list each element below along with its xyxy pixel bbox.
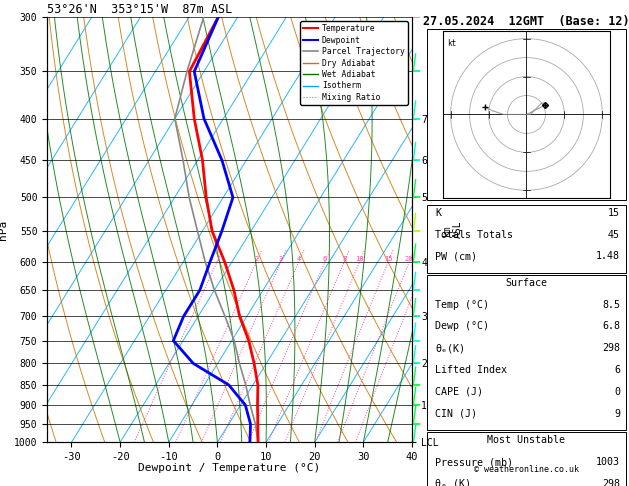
Text: 15: 15 <box>608 208 620 218</box>
Y-axis label: hPa: hPa <box>0 220 8 240</box>
Text: 27.05.2024  12GMT  (Base: 12): 27.05.2024 12GMT (Base: 12) <box>423 15 629 28</box>
Text: © weatheronline.co.uk: © weatheronline.co.uk <box>474 465 579 474</box>
Bar <box>427 29 626 200</box>
Text: 2: 2 <box>254 256 259 262</box>
Text: Dewp (°C): Dewp (°C) <box>435 321 489 331</box>
Text: Lifted Index: Lifted Index <box>435 365 507 375</box>
Text: θₑ(K): θₑ(K) <box>435 343 465 353</box>
Text: 298: 298 <box>602 479 620 486</box>
Text: 9: 9 <box>614 409 620 419</box>
Text: 8.5: 8.5 <box>602 300 620 310</box>
Text: 3: 3 <box>279 256 283 262</box>
Text: CAPE (J): CAPE (J) <box>435 387 483 397</box>
Text: θₑ (K): θₑ (K) <box>435 479 471 486</box>
Text: 1: 1 <box>215 256 220 262</box>
Text: 6.8: 6.8 <box>602 321 620 331</box>
Text: 20: 20 <box>405 256 413 262</box>
Text: 45: 45 <box>608 229 620 240</box>
Text: 6: 6 <box>323 256 327 262</box>
Text: Surface: Surface <box>506 278 547 288</box>
Text: 15: 15 <box>384 256 392 262</box>
Text: 298: 298 <box>602 343 620 353</box>
Text: Totals Totals: Totals Totals <box>435 229 513 240</box>
Text: K: K <box>435 208 441 218</box>
Text: 6: 6 <box>614 365 620 375</box>
Text: 53°26'N  353°15'W  87m ASL: 53°26'N 353°15'W 87m ASL <box>47 3 233 16</box>
Text: PW (cm): PW (cm) <box>435 251 477 261</box>
Text: Temp (°C): Temp (°C) <box>435 300 489 310</box>
Bar <box>427 205 626 273</box>
Legend: Temperature, Dewpoint, Parcel Trajectory, Dry Adiabat, Wet Adiabat, Isotherm, Mi: Temperature, Dewpoint, Parcel Trajectory… <box>300 21 408 105</box>
Text: 1003: 1003 <box>596 457 620 467</box>
Text: 0: 0 <box>614 387 620 397</box>
Text: Most Unstable: Most Unstable <box>487 435 565 445</box>
Text: 4: 4 <box>297 256 301 262</box>
Text: 1.48: 1.48 <box>596 251 620 261</box>
Bar <box>427 275 626 430</box>
Text: 8: 8 <box>342 256 347 262</box>
Text: kt: kt <box>447 38 456 48</box>
Y-axis label: km
ASL: km ASL <box>442 221 463 239</box>
Text: CIN (J): CIN (J) <box>435 409 477 419</box>
Text: Pressure (mb): Pressure (mb) <box>435 457 513 467</box>
Text: 10: 10 <box>355 256 364 262</box>
Bar <box>427 433 626 486</box>
X-axis label: Dewpoint / Temperature (°C): Dewpoint / Temperature (°C) <box>138 463 321 473</box>
